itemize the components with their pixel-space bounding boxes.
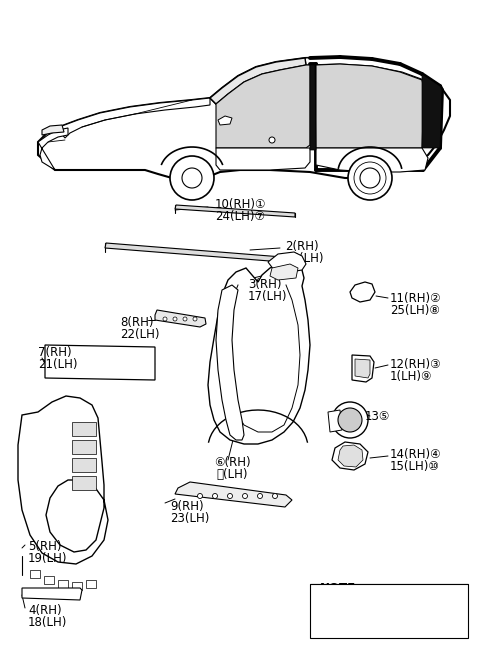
Polygon shape bbox=[328, 410, 342, 432]
Text: 23(LH): 23(LH) bbox=[170, 512, 209, 525]
Circle shape bbox=[173, 317, 177, 321]
Polygon shape bbox=[38, 128, 68, 170]
Polygon shape bbox=[216, 65, 310, 148]
Polygon shape bbox=[310, 65, 316, 150]
Circle shape bbox=[348, 156, 392, 200]
Circle shape bbox=[228, 494, 232, 498]
Polygon shape bbox=[216, 148, 310, 170]
Polygon shape bbox=[60, 98, 210, 138]
Polygon shape bbox=[105, 243, 295, 263]
Circle shape bbox=[170, 156, 214, 200]
Text: 22(LH): 22(LH) bbox=[120, 328, 159, 341]
Circle shape bbox=[242, 494, 248, 498]
Text: 14(RH)④: 14(RH)④ bbox=[390, 448, 442, 461]
Polygon shape bbox=[352, 355, 374, 382]
Polygon shape bbox=[316, 148, 428, 172]
Text: ⑥(RH): ⑥(RH) bbox=[214, 456, 250, 469]
Circle shape bbox=[338, 408, 362, 432]
Circle shape bbox=[182, 168, 202, 188]
Circle shape bbox=[332, 402, 368, 438]
Circle shape bbox=[269, 137, 275, 143]
Text: NOTE: NOTE bbox=[320, 582, 356, 595]
Polygon shape bbox=[422, 74, 442, 148]
Polygon shape bbox=[175, 205, 295, 217]
Text: 3(RH): 3(RH) bbox=[248, 278, 281, 291]
Polygon shape bbox=[210, 58, 306, 104]
Text: 24(LH)⑦: 24(LH)⑦ bbox=[215, 210, 265, 223]
Polygon shape bbox=[72, 458, 96, 472]
Text: 12(RH)③: 12(RH)③ bbox=[390, 358, 442, 371]
Polygon shape bbox=[72, 582, 82, 590]
Text: ⑱(LH): ⑱(LH) bbox=[216, 468, 248, 481]
Polygon shape bbox=[155, 310, 206, 327]
Text: 8(RH): 8(RH) bbox=[120, 316, 154, 329]
Text: 17(LH): 17(LH) bbox=[248, 290, 288, 303]
Circle shape bbox=[273, 494, 277, 498]
Polygon shape bbox=[218, 116, 232, 125]
Text: 9(RH): 9(RH) bbox=[170, 500, 204, 513]
Polygon shape bbox=[270, 264, 298, 280]
Text: 1(LH)⑨: 1(LH)⑨ bbox=[390, 370, 432, 383]
Polygon shape bbox=[22, 588, 82, 600]
Polygon shape bbox=[316, 64, 424, 148]
Text: 11(RH)②: 11(RH)② bbox=[390, 292, 442, 305]
Polygon shape bbox=[208, 262, 310, 444]
Text: 5(RH): 5(RH) bbox=[28, 540, 61, 553]
Polygon shape bbox=[305, 57, 424, 80]
Text: 10(RH)①: 10(RH)① bbox=[215, 198, 266, 211]
Polygon shape bbox=[72, 476, 96, 490]
Circle shape bbox=[213, 494, 217, 498]
Bar bbox=[310, 584, 468, 638]
Polygon shape bbox=[18, 396, 108, 564]
Circle shape bbox=[354, 162, 386, 194]
Circle shape bbox=[183, 317, 187, 321]
Circle shape bbox=[360, 168, 380, 188]
Polygon shape bbox=[332, 442, 368, 470]
Text: 25(LH)⑧: 25(LH)⑧ bbox=[390, 304, 440, 317]
Polygon shape bbox=[30, 570, 40, 578]
Polygon shape bbox=[72, 422, 96, 436]
Circle shape bbox=[163, 317, 167, 321]
Text: 4(RH): 4(RH) bbox=[28, 604, 61, 617]
Text: 18(LH): 18(LH) bbox=[28, 616, 67, 629]
Polygon shape bbox=[42, 125, 64, 135]
Text: THE NO. 20:⑦~⑱: THE NO. 20:⑦~⑱ bbox=[320, 610, 419, 623]
Polygon shape bbox=[58, 580, 68, 588]
Polygon shape bbox=[72, 440, 96, 454]
Polygon shape bbox=[86, 580, 96, 588]
Text: 19(LH): 19(LH) bbox=[28, 552, 68, 565]
Text: THE NO. 6 :①~⑥: THE NO. 6 :①~⑥ bbox=[320, 596, 418, 609]
Polygon shape bbox=[175, 482, 292, 507]
Circle shape bbox=[193, 317, 197, 321]
Polygon shape bbox=[355, 359, 370, 378]
Polygon shape bbox=[38, 57, 450, 180]
Circle shape bbox=[197, 494, 203, 498]
Text: 13⑤: 13⑤ bbox=[365, 410, 390, 423]
Circle shape bbox=[257, 494, 263, 498]
Polygon shape bbox=[216, 285, 244, 440]
Polygon shape bbox=[338, 445, 363, 467]
Text: 2(RH): 2(RH) bbox=[285, 240, 319, 253]
Polygon shape bbox=[350, 282, 375, 302]
Polygon shape bbox=[45, 345, 155, 380]
Text: 15(LH)⑩: 15(LH)⑩ bbox=[390, 460, 440, 473]
Text: 16(LH): 16(LH) bbox=[285, 252, 324, 265]
Text: 21(LH): 21(LH) bbox=[38, 358, 77, 371]
Polygon shape bbox=[44, 576, 54, 584]
Polygon shape bbox=[268, 252, 306, 272]
Text: 7(RH): 7(RH) bbox=[38, 346, 72, 359]
